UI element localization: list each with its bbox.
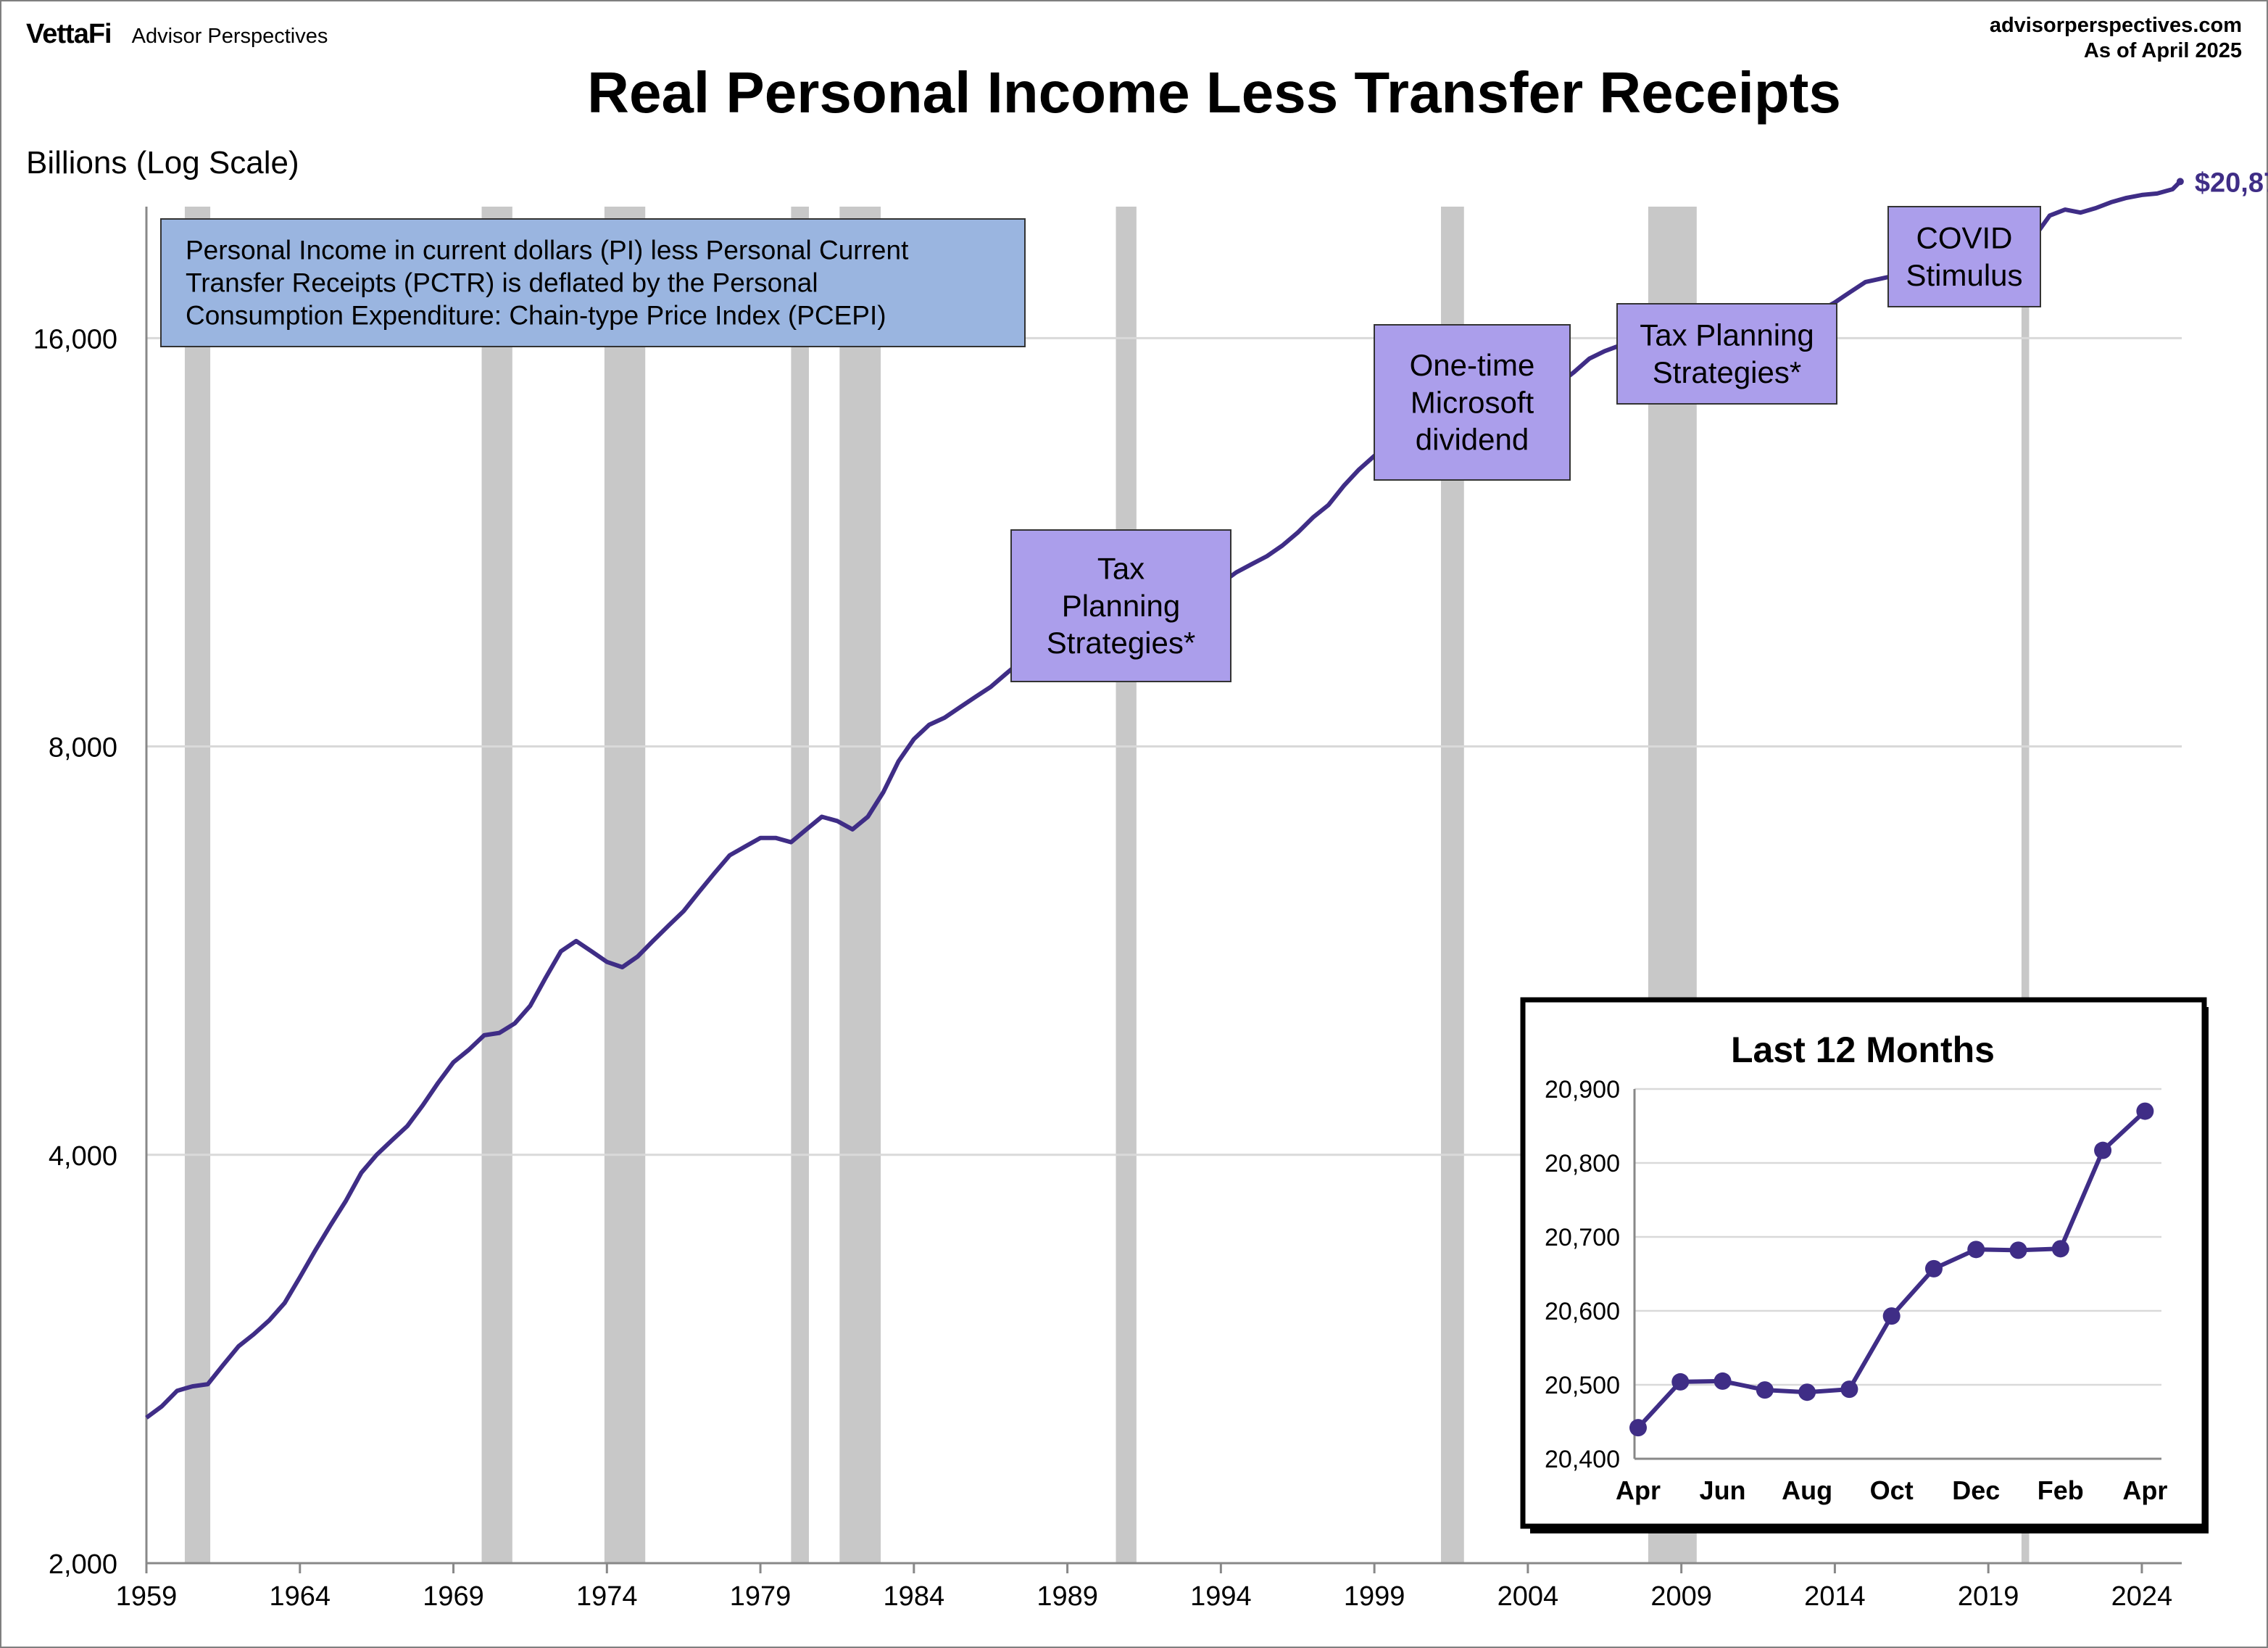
annotation-microsoft-text: One-time (1410, 348, 1535, 382)
annotation-tax-1990s-text: Strategies* (1047, 626, 1195, 660)
x-tick-label: 1994 (1190, 1581, 1252, 1612)
inset-point (1629, 1419, 1647, 1437)
inset-point (1882, 1307, 1901, 1325)
x-tick-label: 1964 (269, 1581, 331, 1612)
inset-y-tick-label: 20,500 (1545, 1372, 1620, 1399)
x-tick-label: 1999 (1344, 1581, 1405, 1612)
x-tick-label: 1969 (423, 1581, 484, 1612)
annotation-tax-1990s-box (1010, 529, 1231, 682)
methodology-note-box (160, 218, 1026, 347)
annotation-microsoft-text: Microsoft (1411, 385, 1534, 419)
annotation-microsoft-box (1374, 324, 1571, 481)
annotation-covid-box (1887, 206, 2041, 307)
recession-bar (2021, 207, 2030, 1563)
methodology-note-text: Personal Income in current dollars (PI) … (186, 235, 909, 265)
methodology-note: Personal Income in current dollars (PI) … (160, 218, 1026, 347)
x-tick-label: 2004 (1498, 1581, 1559, 1612)
inset-last-12-months: Last 12 Months 20,400 20,500 20,600 20,700 20… (1520, 997, 2209, 1533)
recession-bar (791, 207, 809, 1563)
recession-bar (481, 207, 512, 1563)
inset-point (1714, 1372, 1732, 1390)
inset-x-tick-label: Feb (2038, 1475, 2084, 1505)
chart-title: Real Personal Income Less Transfer Recei… (587, 60, 1841, 125)
inset-y-tick-label: 20,800 (1545, 1150, 1620, 1177)
y-tick-label: 2,000 (49, 1549, 117, 1580)
vettafi-logo: VettaFi (26, 19, 112, 49)
inset-x-tick-label: Apr (1616, 1475, 1661, 1505)
inset-point (2051, 1240, 2069, 1258)
annotation-covid-text: Stimulus (1906, 258, 2022, 292)
y-tick-label: 4,000 (49, 1141, 117, 1172)
inset-point (1798, 1383, 1816, 1401)
inset-x-tick-label: Jun (1700, 1475, 1746, 1505)
methodology-note-text: Consumption Expenditure: Chain-type Pric… (186, 301, 886, 331)
annotations: Personal Income in current dollars (PI) … (160, 206, 2041, 682)
inset-point (1924, 1259, 1943, 1278)
inset-box (1520, 997, 2207, 1529)
inset-point (2094, 1141, 2112, 1159)
x-tick-label: 1974 (576, 1581, 638, 1612)
x-tick-label: 2019 (1958, 1581, 2019, 1612)
axes (145, 207, 2182, 1573)
recession-bar (839, 207, 881, 1563)
inset-point (1756, 1381, 1774, 1399)
inset-x-tick-label: Oct (1870, 1475, 1914, 1505)
inset-point (2136, 1102, 2154, 1120)
inset-x-tick-label: Dec (1952, 1475, 2000, 1505)
methodology-note-text: Transfer Receipts (PCTR) is deflated by … (186, 268, 818, 298)
recession-bar (184, 207, 211, 1563)
annotation-tax-2012-box (1616, 303, 1837, 405)
annotation-tax-1990s-text: Planning (1062, 589, 1180, 623)
y-tick-labels: 2,000 4,000 8,000 16,000 (33, 324, 117, 1580)
x-tick-label: 1989 (1037, 1581, 1098, 1612)
y-tick-label: 8,000 (49, 733, 117, 763)
x-tick-label: 2009 (1650, 1581, 1712, 1612)
header-logo-group: VettaFi Advisor Perspectives (26, 19, 328, 50)
x-tick-label: 1984 (884, 1581, 945, 1612)
source-block: advisorperspectives.com As of April 2025 (1990, 13, 2242, 64)
annotation-tax-1990s-text: Tax (1097, 552, 1145, 586)
annotation-tax-2012-text: Tax Planning (1640, 318, 1814, 352)
recession-bar (604, 207, 646, 1563)
recession-bar (1116, 207, 1137, 1563)
brand-name: Advisor Perspectives (131, 25, 328, 48)
x-tick-label: 1979 (730, 1581, 792, 1612)
x-tick-label: 2024 (2111, 1581, 2173, 1612)
inset-point (1671, 1372, 1690, 1391)
inset-x-tick-label: Apr (2122, 1475, 2167, 1505)
annotation-covid-text: COVID (1916, 221, 2012, 255)
y-tick-label: 16,000 (33, 324, 117, 355)
inset-point (2009, 1241, 2027, 1259)
inset-y-tick-label: 20,600 (1545, 1298, 1620, 1325)
inset-point (1967, 1241, 1985, 1259)
inset-y-tick-label: 20,400 (1545, 1446, 1620, 1473)
last-value-label: $20,870.00 (2195, 167, 2268, 198)
last-value-point (2176, 178, 2184, 186)
y-axis-label: Billions (Log Scale) (26, 145, 299, 181)
annotation-microsoft-text: dividend (1416, 423, 1529, 457)
inset-title: Last 12 Months (1731, 1030, 1995, 1070)
source-url[interactable]: advisorperspectives.com (1989, 14, 2242, 37)
x-tick-label: 2014 (1804, 1581, 1866, 1612)
x-tick-label: 1959 (116, 1581, 178, 1612)
annotation-tax-2012-text: Strategies* (1653, 355, 1801, 389)
as-of-date: As of April 2025 (2083, 39, 2242, 62)
recession-bars (184, 207, 2030, 1563)
inset-point (1840, 1380, 1858, 1399)
inset-y-tick-label: 20,900 (1545, 1076, 1620, 1104)
inset-x-tick-label: Aug (1782, 1475, 1832, 1505)
inset-y-tick-label: 20,700 (1545, 1224, 1620, 1251)
x-tick-labels: 1959 1964 1969 1974 1979 1984 1989 1994 1999 2004… (116, 1581, 2172, 1612)
